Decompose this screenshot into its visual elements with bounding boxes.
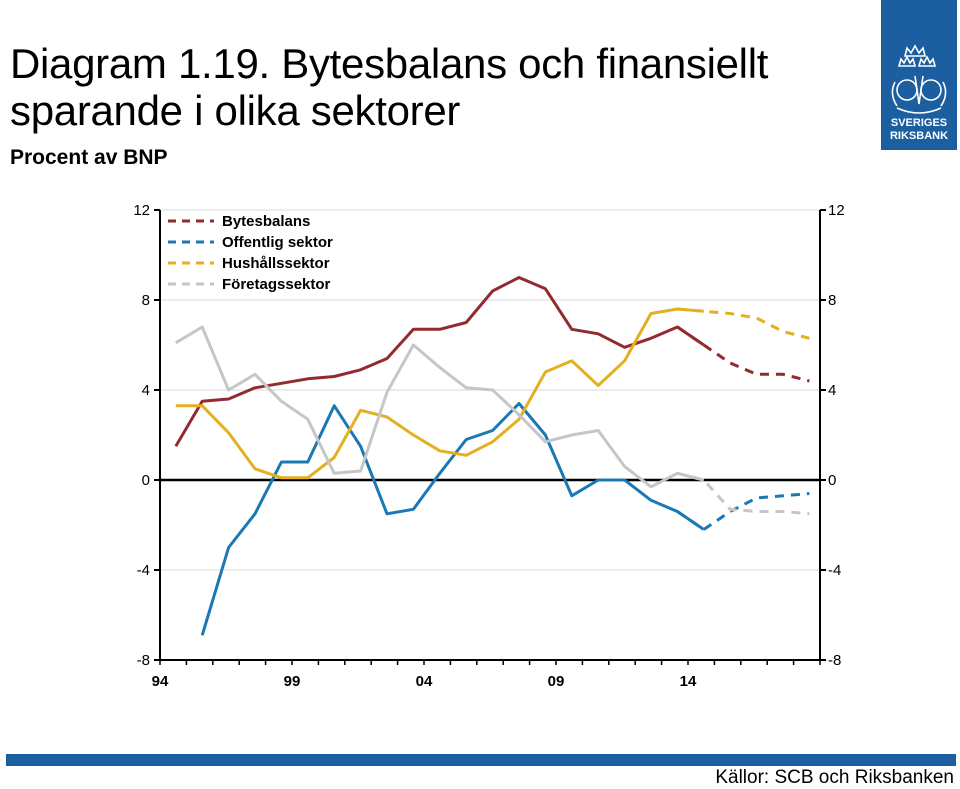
series-line xyxy=(175,307,704,480)
line-chart: 12 128 84 40 0-4 -4-8 -894 99 04 09 14 Bytesbalans… xyxy=(133,202,844,690)
crown-emblem-icon: SVERIGES RIKSBANK xyxy=(890,44,948,142)
series-forecast-line xyxy=(676,325,810,383)
riksbank-logo: SVERIGES RIKSBANK xyxy=(881,0,957,150)
series-forecast-line xyxy=(677,307,810,340)
y-tick-label-left: 8 xyxy=(142,292,150,309)
y-tick-label-left: -8 xyxy=(137,652,150,669)
series-line xyxy=(200,402,705,636)
x-tick-label: 94 xyxy=(152,673,169,690)
y-tick-label-right: 0 xyxy=(828,472,836,489)
y-tick-label-left: 0 xyxy=(142,472,150,489)
x-tick-label: 09 xyxy=(548,673,565,690)
y-tick-label-right: -4 xyxy=(828,562,841,579)
page-title: Diagram 1.19. Bytesbalans och finansiell… xyxy=(10,40,769,134)
series-line xyxy=(174,276,705,448)
source-note: Källor: SCB och Riksbanken xyxy=(715,767,954,788)
x-tick-label: 04 xyxy=(416,673,433,690)
y-tick-label-left: 4 xyxy=(142,382,150,399)
series-lines xyxy=(174,276,810,636)
y-tick-label-right: 8 xyxy=(828,292,836,309)
legend: Bytesbalans Offentlig sektor Hushållssekto… xyxy=(168,213,333,293)
legend-label: Företagssektor xyxy=(222,276,331,293)
footer-bar xyxy=(6,754,956,766)
series-forecast-line xyxy=(677,471,810,516)
legend-label: Hushållssektor xyxy=(222,255,330,272)
y-tick-label-right: 12 xyxy=(828,202,845,219)
legend-label: Offentlig sektor xyxy=(222,234,333,251)
series-line xyxy=(175,325,705,489)
logo-line2: RIKSBANK xyxy=(890,130,948,142)
legend-label: Bytesbalans xyxy=(222,213,310,230)
x-tick-label: 99 xyxy=(284,673,301,690)
logo-line1: SVERIGES xyxy=(891,117,947,129)
y-tick-label-right: 4 xyxy=(828,382,836,399)
chart-subtitle: Procent av BNP xyxy=(10,146,168,169)
y-tick-label-left: -4 xyxy=(137,562,150,579)
y-tick-label-right: -8 xyxy=(828,652,841,669)
axes: 12 128 84 40 0-4 -4-8 -894 99 04 09 14 xyxy=(133,202,844,690)
x-tick-label: 14 xyxy=(680,673,697,690)
y-tick-label-left: 12 xyxy=(133,202,150,219)
